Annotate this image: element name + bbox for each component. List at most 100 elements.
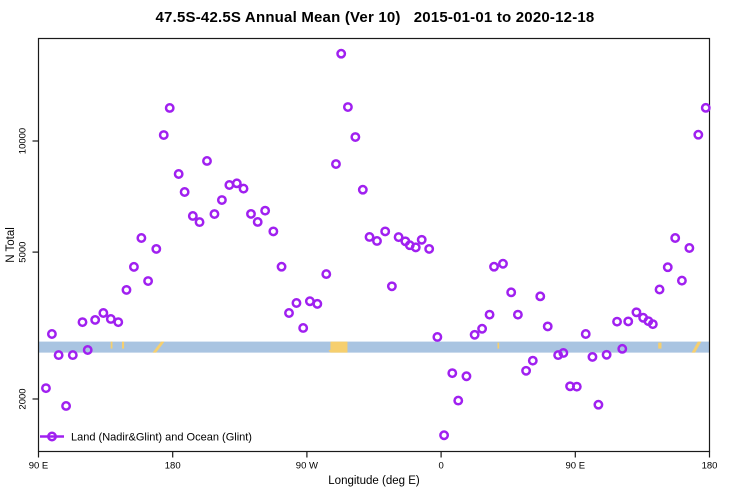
- chart-title: 47.5S-42.5S Annual Mean (Ver 10) 2015-01…: [155, 9, 595, 26]
- map-band-land-patch: [122, 341, 125, 349]
- map-band-land-patch: [658, 342, 662, 349]
- data-point: [593, 399, 604, 410]
- data-point: [151, 243, 162, 254]
- data-point: [312, 298, 323, 309]
- data-point: [521, 365, 532, 376]
- data-point: [173, 169, 184, 179]
- data-point: [527, 355, 538, 366]
- data-point: [209, 209, 220, 219]
- data-point: [693, 129, 704, 140]
- map-band-land-patch: [330, 341, 348, 353]
- data-point: [291, 298, 302, 308]
- map-band-land-patch: [691, 341, 702, 353]
- data-point: [372, 236, 382, 246]
- data-point: [393, 232, 404, 243]
- data-point: [143, 276, 154, 286]
- data-point: [571, 381, 582, 392]
- y-tick-label: 10000: [18, 128, 29, 154]
- data-point: [357, 184, 368, 195]
- data-point: [77, 317, 88, 328]
- map-band-land-patch: [328, 348, 333, 353]
- map-band-land-patch: [152, 341, 165, 353]
- data-point: [260, 205, 271, 216]
- data-point: [647, 319, 658, 330]
- data-point: [506, 287, 517, 298]
- data-point: [623, 316, 634, 327]
- data-point: [542, 321, 553, 332]
- x-tick-label: 90 W: [296, 461, 318, 472]
- data-point: [469, 329, 480, 340]
- map-band-ocean: [38, 341, 710, 353]
- data-point: [662, 262, 673, 273]
- x-tick-label: 180: [702, 461, 718, 472]
- data-point: [136, 233, 147, 243]
- data-point: [202, 155, 212, 166]
- data-point: [447, 368, 458, 379]
- data-point: [342, 102, 353, 112]
- data-point: [489, 261, 499, 272]
- data-point: [331, 159, 341, 170]
- x-tick-label: 180: [165, 461, 181, 472]
- x-tick-label: 90 E: [566, 461, 586, 472]
- data-point: [164, 102, 175, 113]
- data-point: [113, 317, 124, 328]
- legend-label: Land (Nadir&Glint) and Ocean (Glint): [71, 432, 252, 444]
- data-point: [631, 307, 642, 318]
- data-point: [654, 284, 665, 295]
- data-point: [617, 343, 628, 354]
- data-point: [90, 314, 101, 325]
- data-point: [216, 195, 227, 205]
- data-point: [484, 309, 495, 320]
- data-point: [98, 308, 109, 318]
- data-point: [416, 234, 427, 245]
- data-point: [535, 291, 546, 302]
- data-point: [158, 130, 169, 140]
- data-point: [364, 232, 375, 242]
- data-point: [252, 217, 263, 227]
- data-point: [512, 309, 523, 320]
- data-point: [298, 323, 309, 333]
- data-point: [246, 208, 256, 219]
- data-point: [461, 371, 472, 382]
- data-point: [276, 261, 287, 272]
- map-band-land-patch: [110, 341, 113, 349]
- data-point: [670, 233, 681, 243]
- data-point: [558, 348, 569, 358]
- data-point: [53, 350, 64, 361]
- data-point: [67, 350, 78, 361]
- data-point: [121, 284, 132, 295]
- data-point: [684, 243, 695, 253]
- x-tick-label: 90 E: [29, 461, 49, 472]
- data-point: [194, 217, 205, 228]
- data-point: [700, 102, 711, 113]
- data-point: [46, 329, 57, 339]
- data-point: [587, 351, 598, 362]
- data-point: [601, 349, 612, 360]
- data-point: [224, 180, 235, 190]
- data-point: [187, 211, 198, 221]
- data-point: [128, 261, 139, 272]
- data-point: [82, 345, 93, 355]
- data-point: [238, 183, 249, 194]
- legend-marker-icon: [47, 431, 57, 442]
- data-point: [410, 242, 421, 253]
- data-point: [477, 323, 488, 334]
- data-point: [580, 329, 591, 339]
- map-band-land-patch: [497, 342, 500, 349]
- data-point: [350, 132, 361, 142]
- data-point: [380, 226, 391, 237]
- data-point: [453, 395, 464, 406]
- data-point: [498, 258, 508, 269]
- data-point: [41, 383, 51, 394]
- x-axis-label: Longitude (deg E): [328, 475, 420, 487]
- plot-box: [37, 37, 711, 453]
- data-point: [336, 48, 347, 59]
- data-point: [284, 308, 294, 318]
- data-point: [231, 178, 242, 189]
- data-point: [268, 226, 279, 237]
- x-tick-label: 0: [438, 461, 443, 472]
- data-point: [424, 243, 435, 254]
- data-point: [179, 187, 190, 197]
